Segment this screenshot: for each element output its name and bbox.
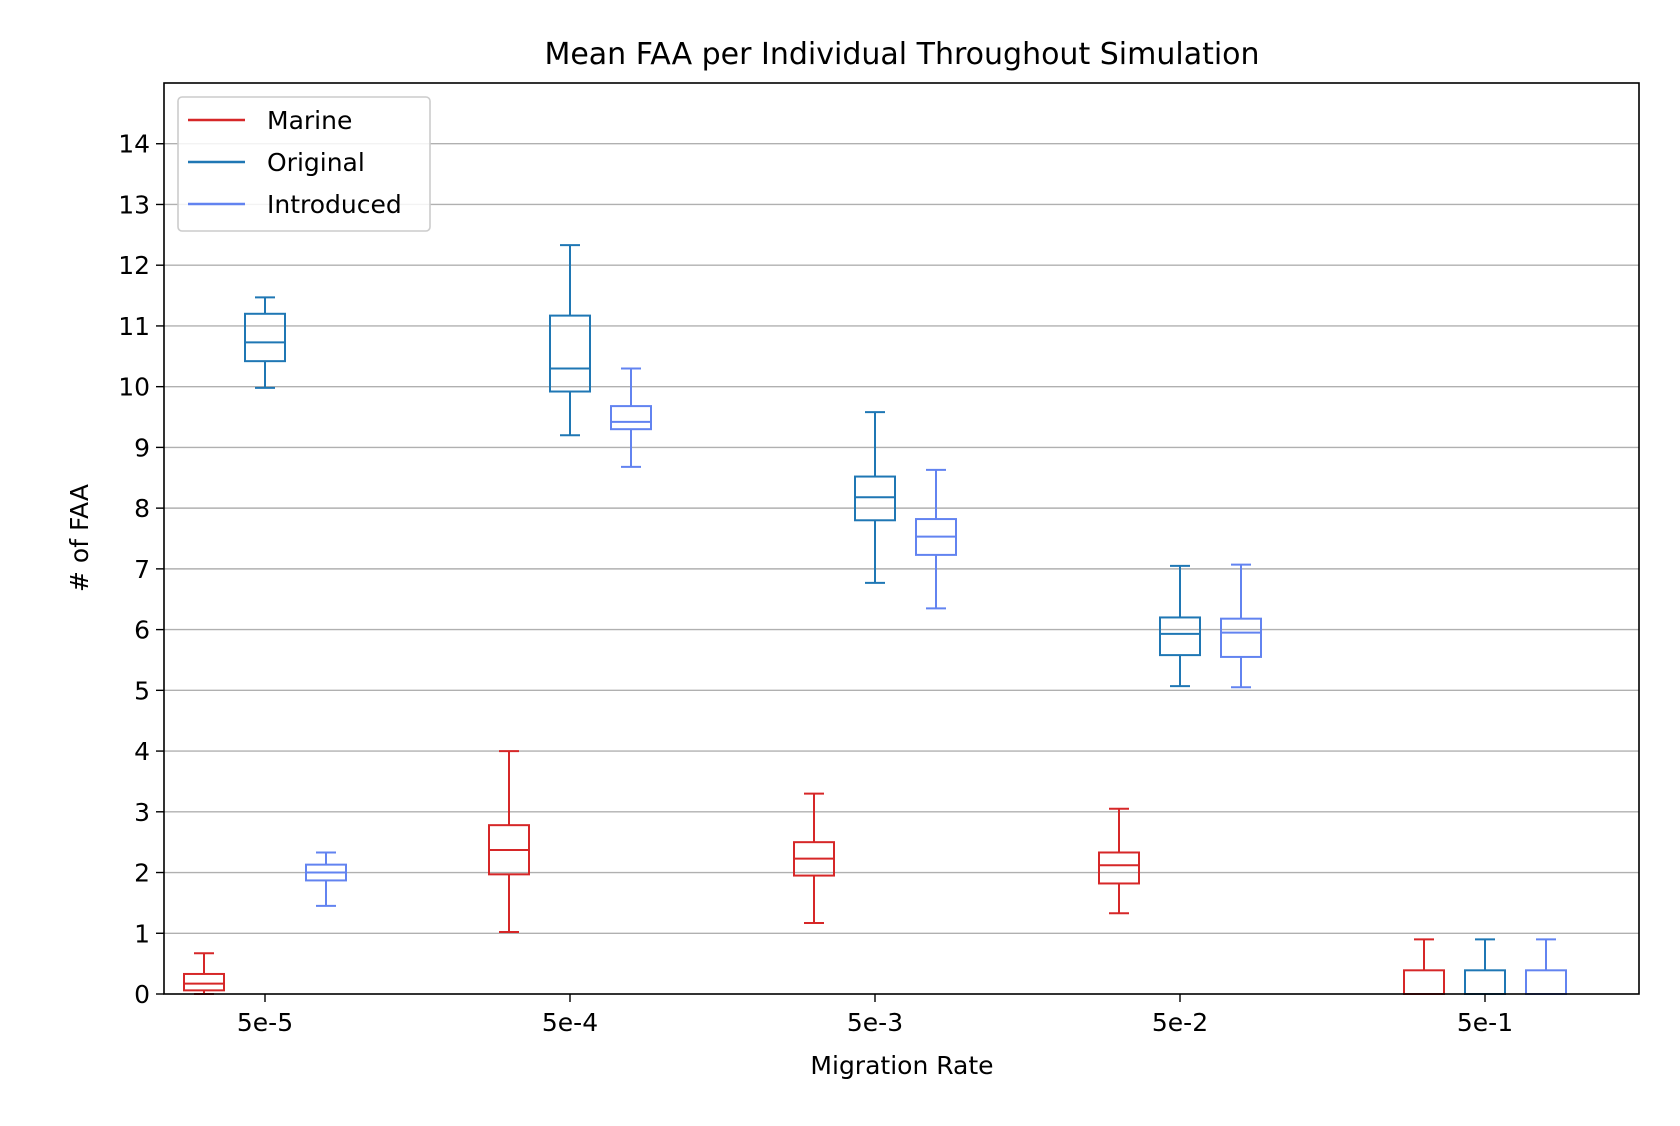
y-tick-label: 10 — [118, 373, 150, 402]
x-tick-label: 5e-1 — [1457, 1008, 1513, 1037]
y-tick-label: 2 — [134, 859, 150, 888]
legend-label: Original — [267, 148, 365, 177]
box-original-5e-3 — [854, 411, 896, 584]
iqr-box — [549, 314, 591, 393]
x-tick-label: 5e-4 — [542, 1008, 598, 1037]
box-original-5e-4 — [549, 244, 591, 437]
y-tick-label: 8 — [134, 494, 150, 523]
y-tick-label: 1 — [134, 919, 150, 948]
legend-frame — [177, 96, 431, 232]
iqr-box — [244, 312, 286, 363]
y-tick-label: 9 — [134, 433, 150, 462]
box-marine-5e-1 — [1403, 938, 1445, 996]
iqr-box — [183, 972, 225, 992]
y-tick-label: 3 — [134, 798, 150, 827]
box-introduced-5e-5 — [305, 851, 347, 907]
box-introduced-5e-4 — [610, 367, 652, 468]
legend-label: Introduced — [267, 190, 402, 219]
iqr-box — [1525, 969, 1567, 996]
box-introduced-5e-1 — [1525, 938, 1567, 996]
iqr-box — [1159, 616, 1201, 657]
x-tick-label: 5e-5 — [237, 1008, 293, 1037]
y-tick-label: 12 — [118, 251, 150, 280]
legend-item-original: Original — [188, 148, 365, 177]
iqr-box — [1098, 851, 1140, 885]
box-original-5e-2 — [1159, 564, 1201, 688]
iqr-box — [1403, 969, 1445, 996]
legend-label: Marine — [267, 106, 352, 135]
box-original-5e-5 — [244, 296, 286, 389]
y-tick-label: 5 — [134, 676, 150, 705]
y-tick-label: 11 — [118, 312, 150, 341]
iqr-box — [854, 475, 896, 522]
legend-item-introduced: Introduced — [188, 190, 402, 219]
box-marine-5e-4 — [488, 750, 530, 934]
legend: Marine Original Introduced — [177, 96, 431, 232]
x-tick-label: 5e-3 — [847, 1008, 903, 1037]
box-marine-5e-3 — [793, 792, 835, 924]
iqr-box — [1220, 617, 1262, 658]
y-axis-label: # of FAA — [65, 484, 94, 592]
iqr-box — [1464, 969, 1506, 996]
y-gridlines — [164, 143, 1639, 934]
y-tick-label: 13 — [118, 190, 150, 219]
box-marine-5e-5 — [183, 952, 225, 995]
box-introduced-5e-2 — [1220, 563, 1262, 689]
plot-frame — [163, 82, 1640, 995]
legend-item-marine: Marine — [188, 106, 352, 135]
box-marine-5e-2 — [1098, 807, 1140, 915]
box-original-5e-1 — [1464, 938, 1506, 996]
y-tick-label: 6 — [134, 616, 150, 645]
x-axis: 5e-5 5e-4 5e-3 5e-2 5e-1 — [237, 994, 1513, 1037]
y-tick-label: 0 — [134, 980, 150, 1009]
series-introduced — [305, 367, 1567, 996]
iqr-box — [610, 405, 652, 431]
y-tick-label: 14 — [118, 130, 150, 159]
chart-title: Mean FAA per Individual Throughout Simul… — [544, 37, 1259, 72]
x-tick-label: 5e-2 — [1152, 1008, 1208, 1037]
box-series — [183, 244, 1567, 996]
series-original — [244, 244, 1506, 996]
box-introduced-5e-3 — [915, 468, 957, 610]
y-tick-label: 4 — [134, 737, 150, 766]
y-tick-label: 7 — [134, 555, 150, 584]
x-axis-label: Migration Rate — [810, 1051, 993, 1080]
